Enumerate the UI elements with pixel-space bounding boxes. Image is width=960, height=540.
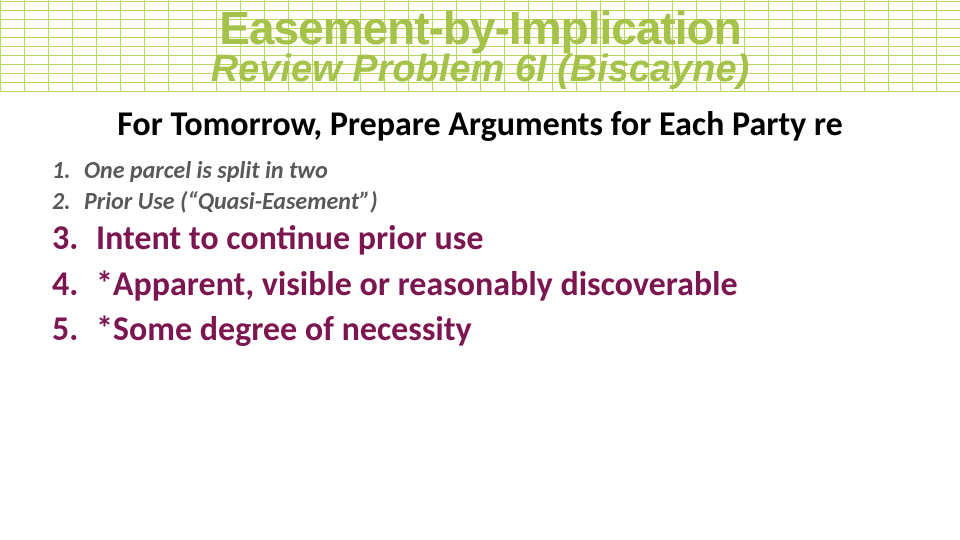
list-number: 4. bbox=[52, 264, 96, 305]
list-text: *Some degree of necessity bbox=[96, 309, 472, 350]
instruction-text: For Tomorrow, Prepare Arguments for Each… bbox=[20, 106, 940, 143]
header-band: Easement-by-Implication Review Problem 6… bbox=[0, 0, 960, 92]
criteria-list: 1. One parcel is split in two 2. Prior U… bbox=[52, 156, 930, 351]
list-text: Intent to continue prior use bbox=[96, 218, 483, 259]
list-number: 2. bbox=[52, 187, 84, 216]
slide-subtitle: Review Problem 6I (Biscayne) bbox=[0, 50, 960, 90]
list-text: *Apparent, visible or reasonably discove… bbox=[96, 264, 738, 305]
list-item: 4. *Apparent, visible or reasonably disc… bbox=[52, 264, 930, 305]
list-number: 5. bbox=[52, 309, 96, 350]
list-item: 3. Intent to continue prior use bbox=[52, 218, 930, 259]
list-number: 1. bbox=[52, 156, 84, 185]
list-item: 1. One parcel is split in two bbox=[52, 156, 930, 185]
list-text: Prior Use (“Quasi-Easement”) bbox=[84, 187, 378, 216]
list-number: 3. bbox=[52, 218, 96, 259]
list-item: 2. Prior Use (“Quasi-Easement”) bbox=[52, 187, 930, 216]
list-item: 5. *Some degree of necessity bbox=[52, 309, 930, 350]
slide-root: Easement-by-Implication Review Problem 6… bbox=[0, 0, 960, 540]
list-text: One parcel is split in two bbox=[84, 156, 328, 185]
slide-title: Easement-by-Implication bbox=[0, 4, 960, 52]
